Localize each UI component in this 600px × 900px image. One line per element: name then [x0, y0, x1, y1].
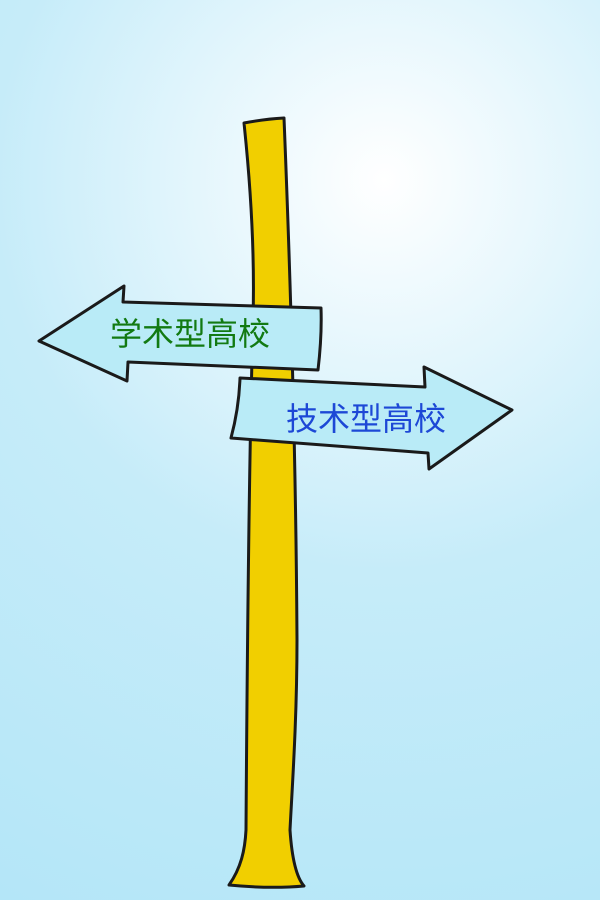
sign-left-label: 学术型高校: [110, 315, 270, 353]
signpost-pole: [227, 116, 306, 889]
sign-right-label: 技术型高校: [286, 400, 446, 438]
sign-right-arrow: 技术型高校: [229, 365, 514, 471]
sign-left-arrow: 学术型高校: [37, 284, 323, 383]
